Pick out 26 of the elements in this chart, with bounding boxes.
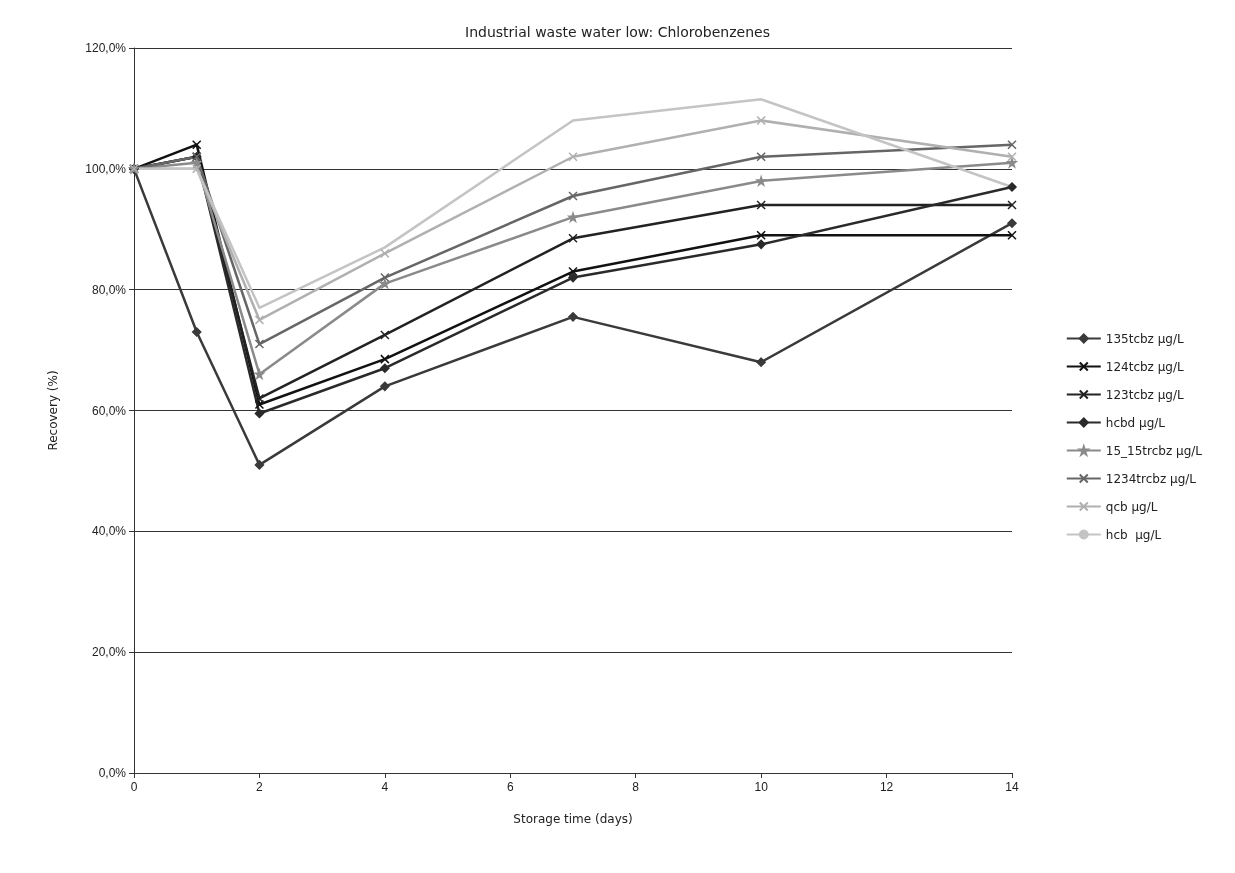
legend-label: 124tcbz µg/L <box>1105 359 1185 374</box>
x-tick-label: 2 <box>256 780 264 794</box>
legend-label: qcb µg/L <box>1105 499 1158 514</box>
legend-label: 1234trcbz µg/L <box>1105 471 1197 486</box>
y-tick-label: 100,0% <box>85 161 127 176</box>
x-tick-label: 8 <box>632 780 640 794</box>
x-tick-label: 14 <box>1005 780 1019 794</box>
y-tick-label: 20,0% <box>91 645 127 660</box>
chart-title: Industrial waste water low: Chlorobenzenes <box>465 24 770 40</box>
y-tick-label: 0,0% <box>98 766 127 780</box>
y-tick-label: 80,0% <box>91 282 127 297</box>
x-tick-label: 10 <box>754 780 769 794</box>
x-tick-label: 12 <box>879 780 894 794</box>
x-tick-label: 0 <box>130 780 138 794</box>
y-axis-title: Recovery (%) <box>46 370 60 451</box>
x-axis-title: Storage time (days) <box>513 812 633 826</box>
legend-label: 123tcbz µg/L <box>1105 387 1185 402</box>
legend-label: hcb µg/L <box>1105 527 1162 542</box>
legend-label: 135tcbz µg/L <box>1105 331 1185 346</box>
y-tick-label: 60,0% <box>91 403 127 418</box>
y-tick-label: 120,0% <box>85 41 127 55</box>
legend-label: 15_15trcbz µg/L <box>1105 443 1203 458</box>
x-tick-label: 6 <box>506 780 514 794</box>
legend-label: hcbd µg/L <box>1105 415 1166 430</box>
x-tick-label: 4 <box>381 780 389 794</box>
y-tick-label: 40,0% <box>91 524 127 539</box>
